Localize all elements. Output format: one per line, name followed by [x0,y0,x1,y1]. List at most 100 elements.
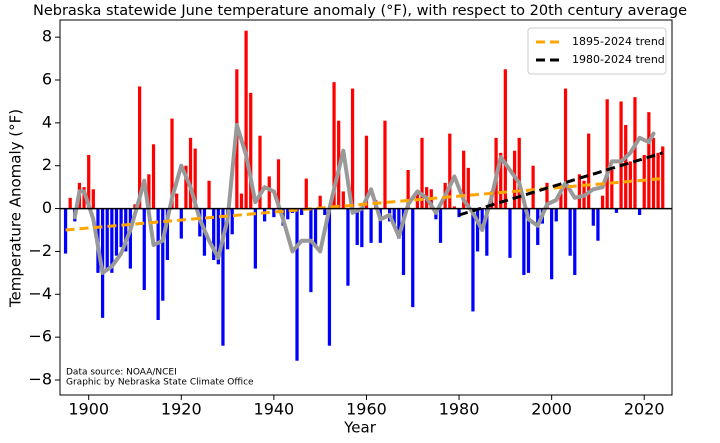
bar [68,197,72,209]
y-tick-label: 6 [42,70,52,89]
bar [304,178,308,209]
bar [151,144,156,209]
bar [91,189,95,209]
bar [378,208,382,243]
legend-label: 1895-2024 trend [572,35,665,48]
bar [452,206,457,209]
bar [499,152,503,209]
y-tick-label: −6 [28,327,52,346]
y-tick-label: −4 [28,284,52,303]
bar [610,170,614,209]
bar [619,101,623,209]
annotation: Graphic by Nebraska State Climate Office [66,378,254,388]
bar [221,208,225,346]
y-tick-label: 4 [42,112,52,131]
x-tick-label: 1960 [346,400,387,419]
bar [350,88,355,209]
bar [531,165,535,209]
bar [300,208,304,215]
bar [179,208,183,239]
bar [526,208,531,273]
bar [438,208,443,243]
bar [193,148,197,209]
y-tick-label: 2 [42,155,52,174]
x-tick-label: 1980 [439,400,480,419]
bar [216,208,220,265]
x-tick-label: 2000 [531,400,572,419]
bar [642,155,646,209]
bar [114,208,119,256]
bar [614,208,619,213]
bar [313,208,318,248]
bar [82,187,86,209]
bar [656,152,660,209]
bar [212,208,216,260]
x-tick-label: 2020 [624,400,665,419]
bar [591,208,595,226]
bar [475,208,480,252]
bar [360,208,364,248]
bar [392,208,396,226]
y-axis-label: Temperature Anomaly (°F) [7,109,25,308]
y-tick-label: −8 [28,370,52,389]
bar [651,137,656,209]
bar [286,208,290,220]
legend-label: 1980-2024 trend [572,53,665,66]
bar [563,88,568,209]
bar [165,208,170,260]
x-tick-label: 1940 [254,400,295,419]
x-tick-label: 1920 [161,400,202,419]
bar [406,170,410,209]
bar [230,208,234,235]
bar [577,174,582,209]
bar [119,208,123,248]
bar [175,193,179,209]
bar [147,174,151,209]
bar [295,208,299,361]
annotation: Data source: NOAA/NCEI [66,368,177,378]
bar [276,159,281,209]
bar [411,208,415,308]
bar [188,137,193,209]
bar [249,92,253,209]
bar [244,30,248,209]
bar [624,125,628,209]
bar [550,208,554,280]
bar [332,82,336,209]
bar [323,208,327,215]
bar [327,208,332,346]
bar [600,195,605,209]
bar [545,182,549,209]
bar [637,208,642,215]
bar [170,118,174,209]
bar [554,208,558,222]
bar [355,208,359,245]
bar [128,208,132,269]
bar [573,208,577,275]
bar [568,208,572,256]
y-tick-label: 0 [42,198,52,217]
bar [262,208,267,222]
bar [184,165,188,209]
bar [466,167,470,209]
bar [485,208,489,256]
bar [156,208,160,320]
bar [346,208,350,286]
bar [633,97,637,209]
bar [133,204,137,209]
bar [364,135,369,209]
bar [105,208,109,271]
bar [110,208,114,273]
trend-line [65,177,663,232]
bar [420,137,424,209]
y-tick-label: −2 [28,241,52,260]
x-axis-label: Year [343,419,377,437]
bar [253,208,257,269]
bar [239,193,244,209]
bar [471,208,475,312]
bar [383,120,387,209]
bar [318,195,322,209]
bar [161,208,165,301]
